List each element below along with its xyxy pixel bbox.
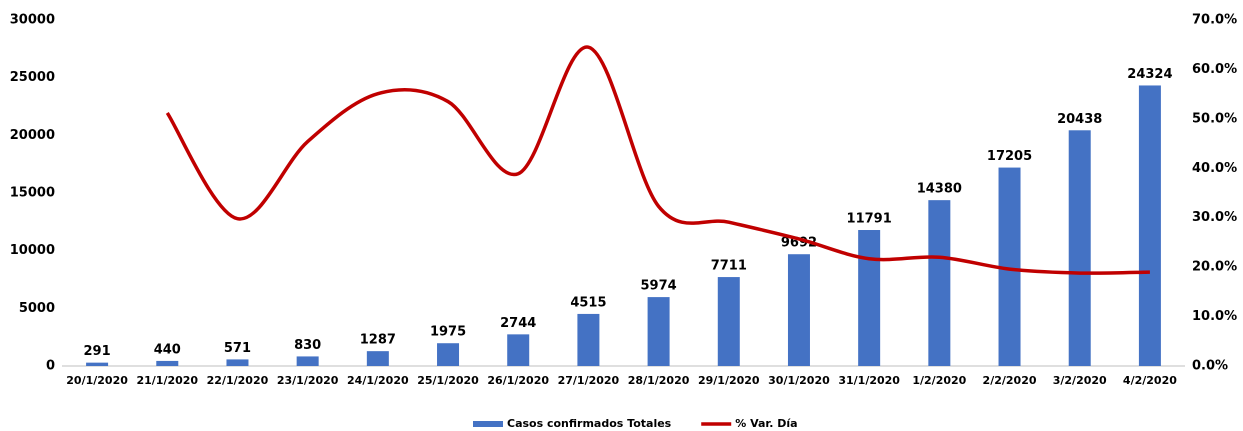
bar: [86, 362, 109, 366]
x-tick-label: 26/1/2020: [487, 374, 549, 387]
bar: [787, 254, 810, 366]
bar: [156, 360, 179, 366]
x-tick-label: 24/1/2020: [347, 374, 409, 387]
y-tick-label: 15000: [10, 186, 55, 201]
legend-label: % Var. Día: [735, 417, 797, 430]
data-label: 14380: [917, 182, 962, 197]
legend-swatch: [473, 421, 503, 427]
bar: [226, 359, 249, 366]
x-tick-label: 1/2/2020: [912, 374, 966, 387]
bar: [858, 230, 881, 366]
data-label: 20438: [1057, 112, 1102, 127]
x-tick-label: 29/1/2020: [698, 374, 760, 387]
y2-tick-label: 50.0%: [1192, 111, 1237, 126]
data-label: 7711: [711, 259, 747, 274]
x-tick-label: 30/1/2020: [768, 374, 830, 387]
x-tick-label: 27/1/2020: [558, 374, 620, 387]
bar: [998, 167, 1021, 366]
y2-tick-label: 10.0%: [1192, 309, 1237, 324]
x-tick-label: 25/1/2020: [417, 374, 479, 387]
x-tick-label: 28/1/2020: [628, 374, 690, 387]
x-tick-label: 23/1/2020: [277, 374, 339, 387]
bar: [1138, 85, 1161, 367]
x-tick-label: 20/1/2020: [66, 374, 128, 387]
x-tick-label: 21/1/2020: [136, 374, 198, 387]
y-tick-label: 25000: [10, 70, 55, 85]
data-label: 440: [154, 342, 181, 357]
x-tick-label: 22/1/2020: [207, 374, 269, 387]
y2-tick-label: 30.0%: [1192, 210, 1237, 225]
y-tick-label: 5000: [19, 301, 55, 316]
y2-tick-label: 70.0%: [1192, 13, 1237, 28]
y2-tick-label: 0.0%: [1192, 359, 1228, 374]
data-label: 11791: [847, 212, 892, 227]
x-tick-label: 3/2/2020: [1053, 374, 1107, 387]
x-tick-label: 2/2/2020: [983, 374, 1037, 387]
bar: [296, 356, 319, 366]
data-label: 291: [84, 344, 111, 359]
bar: [577, 313, 600, 366]
y-tick-label: 30000: [10, 13, 55, 28]
legend-label: Casos confirmados Totales: [507, 417, 672, 430]
data-label: 5974: [641, 279, 677, 294]
data-label: 24324: [1127, 67, 1172, 82]
data-label: 4515: [570, 295, 606, 310]
y2-tick-label: 60.0%: [1192, 62, 1237, 77]
data-label: 9692: [781, 236, 817, 251]
x-tick-label: 31/1/2020: [838, 374, 900, 387]
bar: [366, 351, 389, 366]
data-label: 17205: [987, 149, 1032, 164]
y-tick-label: 10000: [10, 243, 55, 258]
data-label: 1975: [430, 325, 466, 340]
bar: [717, 277, 740, 366]
x-tick-label: 4/2/2020: [1123, 374, 1177, 387]
y2-tick-label: 40.0%: [1192, 161, 1237, 176]
bar: [647, 297, 670, 366]
data-label: 830: [294, 338, 321, 353]
bar: [1068, 130, 1091, 366]
data-label: 571: [224, 341, 251, 356]
bar: [437, 343, 460, 366]
y-tick-label: 20000: [10, 128, 55, 143]
data-label: 2744: [500, 316, 536, 331]
data-label: 1287: [360, 333, 396, 348]
bar: [928, 200, 951, 366]
y2-tick-label: 20.0%: [1192, 260, 1237, 275]
bar: [507, 334, 530, 366]
line: [165, 45, 1150, 275]
y-tick-label: 0: [46, 359, 55, 374]
